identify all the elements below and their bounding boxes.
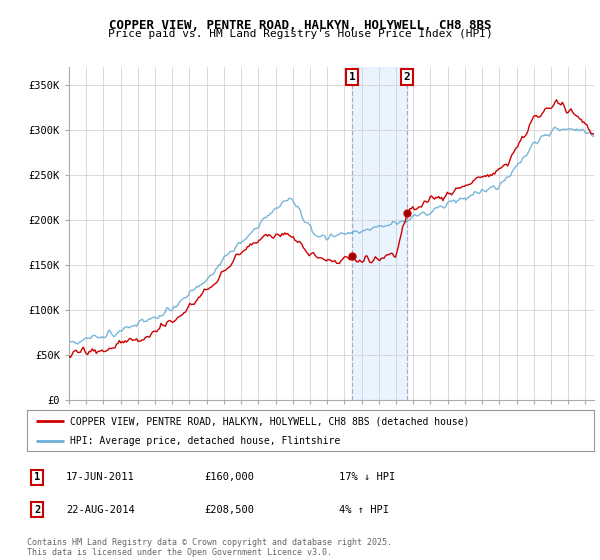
Text: 1: 1 [34, 472, 40, 482]
Text: 22-AUG-2014: 22-AUG-2014 [66, 505, 135, 515]
Text: £160,000: £160,000 [204, 472, 254, 482]
Text: COPPER VIEW, PENTRE ROAD, HALKYN, HOLYWELL, CH8 8BS: COPPER VIEW, PENTRE ROAD, HALKYN, HOLYWE… [109, 19, 491, 32]
Text: COPPER VIEW, PENTRE ROAD, HALKYN, HOLYWELL, CH8 8BS (detached house): COPPER VIEW, PENTRE ROAD, HALKYN, HOLYWE… [70, 417, 469, 426]
Text: Contains HM Land Registry data © Crown copyright and database right 2025.
This d: Contains HM Land Registry data © Crown c… [27, 538, 392, 557]
Text: 1: 1 [349, 72, 356, 82]
Text: 2: 2 [404, 72, 410, 82]
Text: 2: 2 [34, 505, 40, 515]
Text: Price paid vs. HM Land Registry's House Price Index (HPI): Price paid vs. HM Land Registry's House … [107, 29, 493, 39]
Text: £208,500: £208,500 [204, 505, 254, 515]
Text: 17% ↓ HPI: 17% ↓ HPI [339, 472, 395, 482]
Text: 4% ↑ HPI: 4% ↑ HPI [339, 505, 389, 515]
Bar [352, 67, 407, 400]
Text: 17-JUN-2011: 17-JUN-2011 [66, 472, 135, 482]
Text: HPI: Average price, detached house, Flintshire: HPI: Average price, detached house, Flin… [70, 436, 340, 446]
